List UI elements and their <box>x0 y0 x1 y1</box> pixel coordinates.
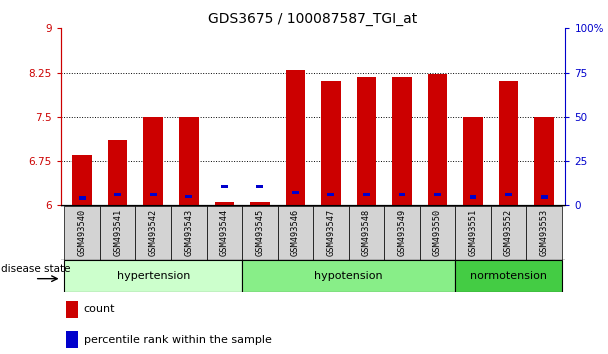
Bar <box>434 193 441 196</box>
Bar <box>278 206 313 259</box>
Bar <box>357 77 376 205</box>
Text: count: count <box>83 304 115 314</box>
Bar <box>207 206 242 259</box>
Bar <box>100 206 136 259</box>
Text: GSM493548: GSM493548 <box>362 209 371 256</box>
Text: GSM493545: GSM493545 <box>255 209 264 256</box>
Bar <box>328 193 334 196</box>
Bar <box>143 117 163 205</box>
Text: GSM493547: GSM493547 <box>326 209 336 256</box>
Bar <box>541 195 548 199</box>
Text: percentile rank within the sample: percentile rank within the sample <box>83 335 271 344</box>
Text: GSM493544: GSM493544 <box>219 209 229 256</box>
Text: GSM493553: GSM493553 <box>540 209 548 256</box>
Text: GSM493552: GSM493552 <box>504 209 513 256</box>
Text: GSM493543: GSM493543 <box>184 209 193 256</box>
Bar <box>171 206 207 259</box>
Bar <box>250 202 269 205</box>
Text: GSM493550: GSM493550 <box>433 209 442 256</box>
Bar <box>215 202 234 205</box>
Text: GSM493542: GSM493542 <box>149 209 157 256</box>
Bar <box>221 185 227 188</box>
Bar <box>185 195 192 198</box>
Bar <box>428 74 447 205</box>
Bar <box>491 206 527 259</box>
Bar <box>66 331 78 348</box>
Bar <box>242 206 278 259</box>
Bar <box>72 155 92 205</box>
Text: GSM493549: GSM493549 <box>398 209 407 256</box>
Bar <box>64 206 100 259</box>
Bar <box>469 195 477 199</box>
Bar <box>108 141 128 205</box>
Bar <box>313 206 348 259</box>
Bar <box>321 81 340 205</box>
Text: GSM493546: GSM493546 <box>291 209 300 256</box>
Text: normotension: normotension <box>470 271 547 281</box>
Bar <box>242 260 455 292</box>
Bar <box>499 81 519 205</box>
Bar <box>66 301 78 318</box>
Text: hypotension: hypotension <box>314 271 383 281</box>
Bar <box>363 193 370 196</box>
Bar <box>455 260 562 292</box>
Bar <box>114 193 121 196</box>
Text: hypertension: hypertension <box>117 271 190 281</box>
Text: GSM493540: GSM493540 <box>78 209 86 256</box>
Title: GDS3675 / 100087587_TGI_at: GDS3675 / 100087587_TGI_at <box>209 12 418 26</box>
Bar <box>292 190 299 194</box>
Bar <box>150 193 157 196</box>
Bar <box>64 260 242 292</box>
Text: GSM493551: GSM493551 <box>469 209 477 256</box>
Bar <box>463 117 483 205</box>
Bar <box>527 206 562 259</box>
Bar <box>286 70 305 205</box>
Bar <box>420 206 455 259</box>
Bar <box>534 117 554 205</box>
Bar <box>455 206 491 259</box>
Bar <box>257 185 263 188</box>
Bar <box>384 206 420 259</box>
Bar <box>348 206 384 259</box>
Bar <box>136 206 171 259</box>
Text: GSM493541: GSM493541 <box>113 209 122 256</box>
Bar <box>505 193 512 196</box>
Text: disease state: disease state <box>1 264 71 274</box>
Bar <box>392 77 412 205</box>
Bar <box>399 193 406 196</box>
Bar <box>179 117 198 205</box>
Bar <box>78 196 86 200</box>
